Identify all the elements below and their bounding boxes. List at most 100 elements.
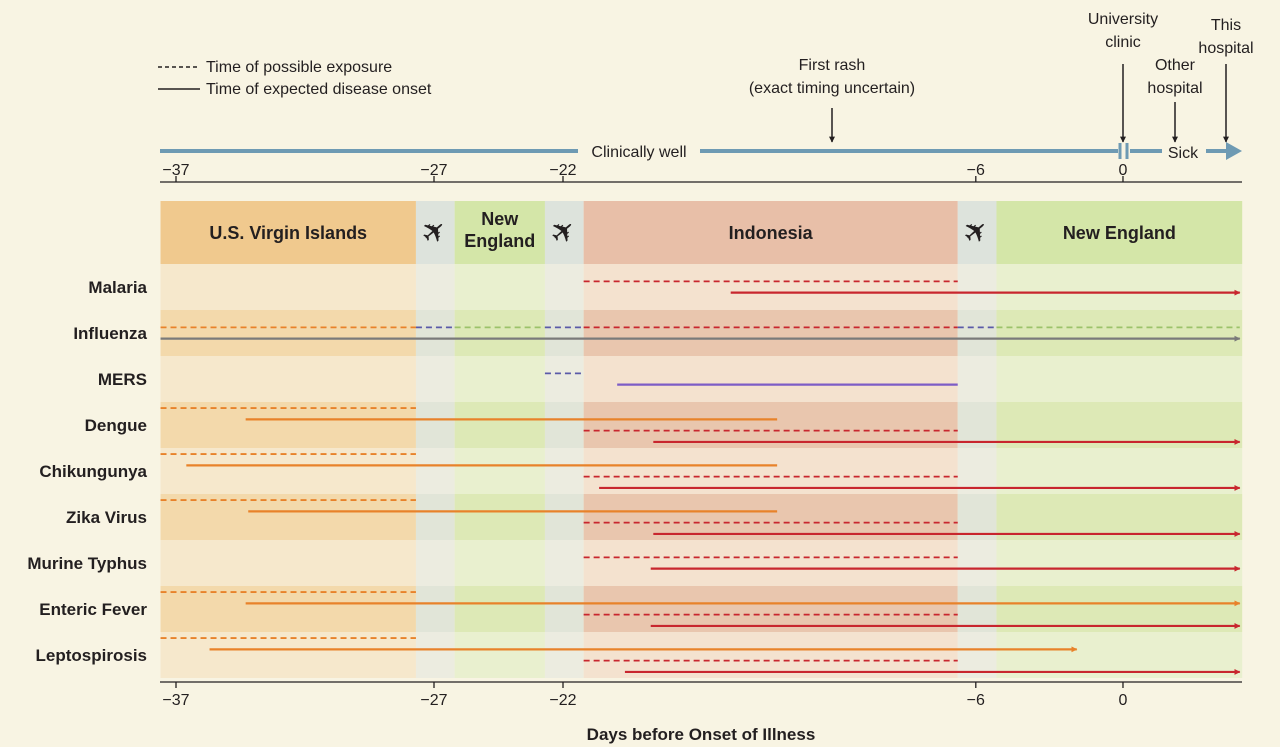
row-band xyxy=(996,632,1243,678)
axis-tick-label: −27 xyxy=(420,692,447,709)
event-label: This xyxy=(1211,17,1241,34)
row-band xyxy=(544,264,584,310)
location-header-travel xyxy=(415,201,455,264)
disease-label: Enteric Fever xyxy=(39,600,147,619)
row-band xyxy=(160,494,416,540)
legend-solid-label: Time of expected disease onset xyxy=(206,81,432,98)
row-band xyxy=(160,540,416,586)
disease-label: MERS xyxy=(98,370,147,389)
row-band xyxy=(454,586,545,632)
row-band xyxy=(544,632,584,678)
row-band xyxy=(583,494,958,540)
location-header-indo xyxy=(583,201,958,264)
row-band xyxy=(454,402,545,448)
location-label: Indonesia xyxy=(729,223,814,243)
row-band xyxy=(160,632,416,678)
row-band xyxy=(415,586,455,632)
x-axis-label: Days before Onset of Illness xyxy=(587,725,816,744)
row-band xyxy=(454,632,545,678)
event-label: University xyxy=(1088,11,1158,28)
row-band xyxy=(544,448,584,494)
row-band xyxy=(996,448,1243,494)
disease-label: Zika Virus xyxy=(66,508,147,527)
row-band xyxy=(415,540,455,586)
row-band xyxy=(160,356,416,402)
location-header-usvi xyxy=(160,201,416,264)
row-band xyxy=(454,448,545,494)
row-band xyxy=(996,264,1243,310)
row-band xyxy=(415,356,455,402)
location-label: New England xyxy=(464,209,535,251)
event-label: hospital xyxy=(1198,40,1253,57)
row-band xyxy=(454,264,545,310)
row-band xyxy=(996,402,1243,448)
row-band xyxy=(544,540,584,586)
row-band xyxy=(454,310,545,356)
sick-arrow-head xyxy=(1226,142,1242,160)
location-header-ne xyxy=(454,201,545,264)
location-label: U.S. Virgin Islands xyxy=(209,223,367,243)
row-band xyxy=(544,586,584,632)
disease-label: Chikungunya xyxy=(39,462,147,481)
row-band xyxy=(160,264,416,310)
row-band xyxy=(996,310,1243,356)
axis-tick-label: −6 xyxy=(967,162,985,179)
row-band xyxy=(415,494,455,540)
row-band xyxy=(544,494,584,540)
clinically-well-label: Clinically well xyxy=(591,144,686,161)
disease-label: Dengue xyxy=(85,416,147,435)
axis-tick-label: −27 xyxy=(420,162,447,179)
row-band xyxy=(583,586,958,632)
row-band xyxy=(415,264,455,310)
disease-label: Malaria xyxy=(88,278,147,297)
row-band xyxy=(160,586,416,632)
row-band xyxy=(957,540,997,586)
row-band xyxy=(415,310,455,356)
row-band xyxy=(160,448,416,494)
event-label: (exact timing uncertain) xyxy=(749,80,915,97)
row-band xyxy=(544,356,584,402)
row-band xyxy=(415,448,455,494)
row-band xyxy=(454,356,545,402)
row-band xyxy=(544,310,584,356)
disease-label: Influenza xyxy=(73,324,147,343)
row-band xyxy=(957,356,997,402)
event-label: Other xyxy=(1155,57,1196,74)
axis-tick-label: −22 xyxy=(549,162,576,179)
row-band xyxy=(957,310,997,356)
legend: Time of possible exposure Time of expect… xyxy=(158,59,432,98)
row-band xyxy=(160,402,416,448)
axis-tick-label: 0 xyxy=(1119,692,1128,709)
axis-tick-label: −22 xyxy=(549,692,576,709)
row-band xyxy=(415,402,455,448)
row-band xyxy=(583,264,958,310)
location-header-travel xyxy=(544,201,584,264)
row-band xyxy=(996,494,1243,540)
row-band xyxy=(583,310,958,356)
row-band xyxy=(544,402,584,448)
clinical-timeline: Clinically well Sick First rash (exact ti… xyxy=(160,11,1254,162)
location-label: New England xyxy=(1063,223,1176,243)
row-band xyxy=(996,586,1243,632)
axis-tick-label: −37 xyxy=(162,162,189,179)
disease-label: Murine Typhus xyxy=(27,554,147,573)
row-band xyxy=(996,356,1243,402)
axis-tick-label: −37 xyxy=(162,692,189,709)
location-header-ne xyxy=(996,201,1243,264)
row-band xyxy=(454,540,545,586)
event-label: clinic xyxy=(1105,34,1141,51)
event-label: First rash xyxy=(799,57,866,74)
sick-label: Sick xyxy=(1168,145,1199,162)
row-band xyxy=(160,310,416,356)
row-band xyxy=(583,402,958,448)
event-label: hospital xyxy=(1147,80,1202,97)
row-band xyxy=(583,632,958,678)
row-band xyxy=(957,586,997,632)
axis-tick-label: 0 xyxy=(1119,162,1128,179)
row-band xyxy=(957,494,997,540)
row-band xyxy=(583,356,958,402)
row-band xyxy=(415,632,455,678)
row-band xyxy=(957,632,997,678)
row-band xyxy=(957,402,997,448)
